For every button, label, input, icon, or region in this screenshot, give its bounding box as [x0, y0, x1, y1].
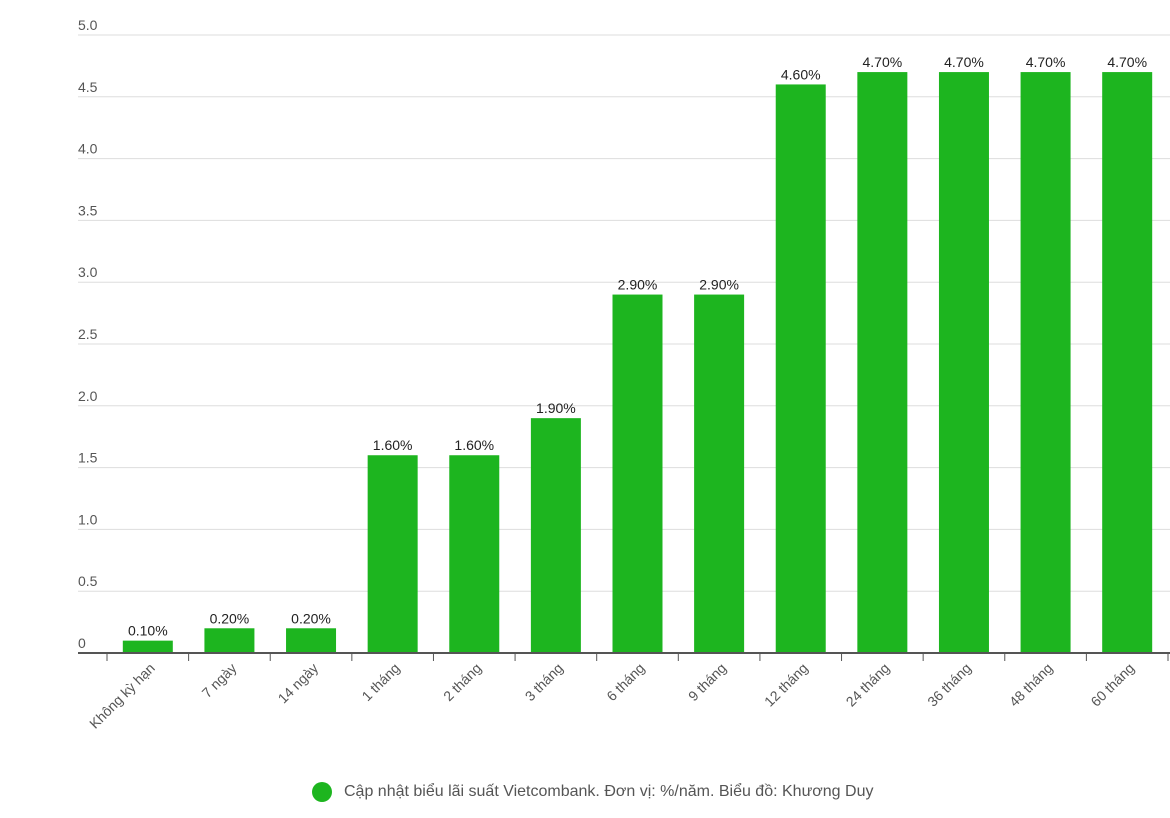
data-label: 1.90% [536, 400, 576, 416]
x-tick-label: 1 tháng [358, 660, 402, 704]
x-tick-label: 24 tháng [843, 660, 893, 710]
data-label: 0.10% [128, 623, 168, 639]
y-tick-label: 2.5 [78, 326, 98, 342]
bar[interactable] [286, 628, 337, 653]
data-label: 0.20% [210, 610, 250, 626]
y-tick-label: 1.5 [78, 450, 98, 466]
data-label: 4.70% [1026, 54, 1066, 70]
x-tick-label: 3 tháng [522, 660, 566, 704]
x-tick-label: 9 tháng [685, 660, 729, 704]
x-tick-label: Không kỳ hạn [86, 660, 158, 732]
x-tick-label: 2 tháng [440, 660, 484, 704]
bar[interactable] [367, 455, 418, 653]
y-tick-label: 2.0 [78, 388, 98, 404]
bar[interactable] [1020, 72, 1071, 653]
bar[interactable] [122, 640, 173, 653]
bar[interactable] [449, 455, 500, 653]
bar[interactable] [530, 418, 581, 653]
data-label: 2.90% [618, 277, 658, 293]
bars [122, 72, 1153, 653]
bar[interactable] [694, 294, 745, 653]
data-labels: 0.10% 0.20% 0.20% 1.60% 1.60% 1.90% 2.90% 2.90%… [128, 54, 1147, 639]
y-tick-label: 3.5 [78, 202, 98, 218]
bar-chart: 0 0.5 1.0 1.5 2.0 2.5 3.0 3.5 4.0 4.5 5.0 0.10% 0.2… [78, 17, 1170, 732]
x-tick-label: 14 ngày [275, 660, 322, 707]
data-label: 2.90% [699, 277, 739, 293]
bar[interactable] [938, 72, 989, 653]
y-tick-label: 4.0 [78, 141, 98, 157]
x-tick-label: 6 tháng [603, 660, 647, 704]
bar[interactable] [1102, 72, 1153, 653]
y-tick-label: 0.5 [78, 573, 98, 589]
data-label: 1.60% [373, 437, 413, 453]
x-tick-label: 7 ngày [198, 660, 239, 701]
x-tick-label: 48 tháng [1006, 660, 1056, 710]
y-tick-label: 3.0 [78, 264, 98, 280]
data-label: 4.70% [862, 54, 902, 70]
x-tick-label: 36 tháng [924, 660, 974, 710]
x-axis: Không kỳ hạn 7 ngày 14 ngày 1 tháng 2 tháng 3… [78, 652, 1170, 732]
data-label: 4.70% [1107, 54, 1147, 70]
bar[interactable] [612, 294, 663, 653]
data-label: 1.60% [454, 437, 494, 453]
bar[interactable] [857, 72, 908, 653]
y-axis-ticks: 0 0.5 1.0 1.5 2.0 2.5 3.0 3.5 4.0 4.5 5.0 [78, 17, 98, 651]
y-tick-label: 4.5 [78, 79, 98, 95]
data-label: 4.70% [944, 54, 984, 70]
legend[interactable]: Cập nhật biểu lãi suất Vietcombank. Đơn … [312, 780, 873, 804]
data-label: 4.60% [781, 66, 821, 82]
x-tick-label: 12 tháng [761, 660, 811, 710]
x-tick-label: 60 tháng [1087, 660, 1137, 710]
legend-label: Cập nhật biểu lãi suất Vietcombank. Đơn … [344, 783, 874, 800]
legend-marker [312, 782, 332, 802]
y-tick-label: 0 [78, 635, 86, 651]
bar[interactable] [775, 84, 826, 653]
y-tick-label: 5.0 [78, 17, 98, 33]
y-tick-label: 1.0 [78, 511, 98, 527]
data-label: 0.20% [291, 610, 331, 626]
bar[interactable] [204, 628, 255, 653]
